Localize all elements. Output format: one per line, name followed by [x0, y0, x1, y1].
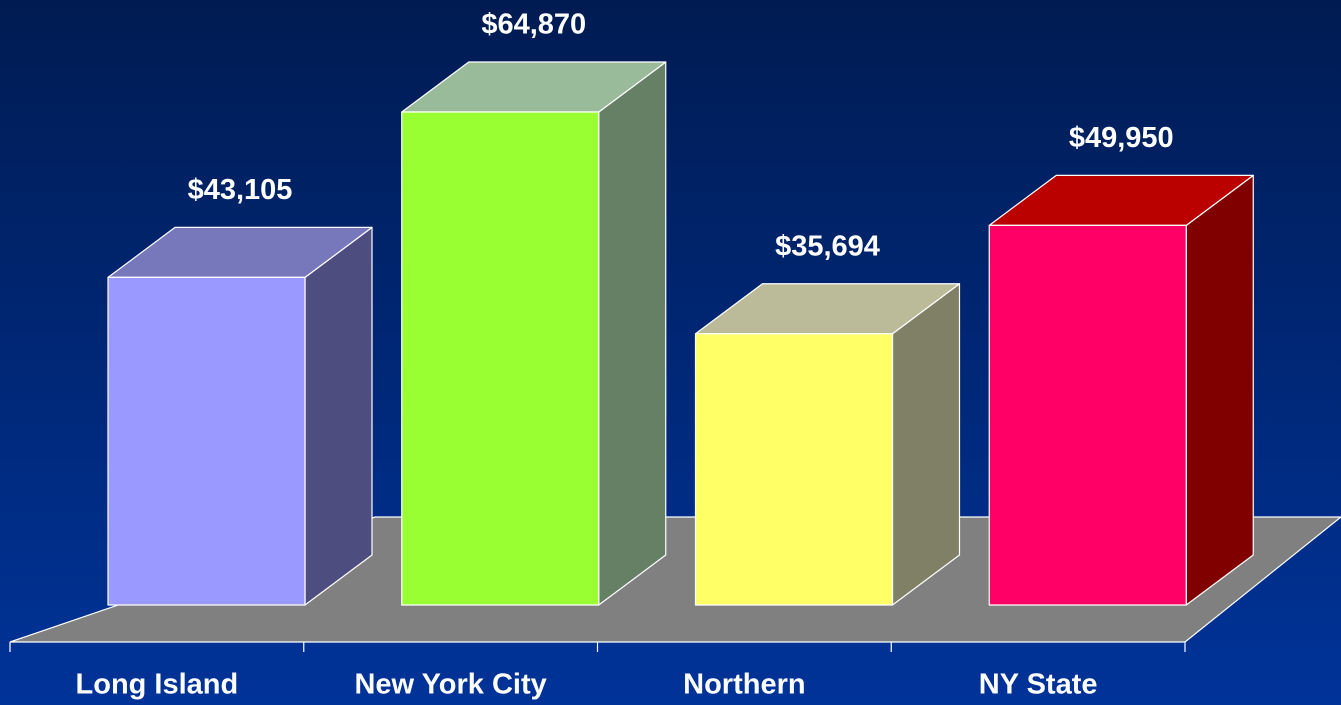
x-tick-label: New York City	[354, 669, 546, 701]
bar	[694, 333, 894, 606]
bar	[988, 224, 1187, 606]
bar-side	[1185, 174, 1254, 606]
value-label: $64,870	[481, 9, 586, 41]
value-label: $35,694	[775, 230, 880, 262]
value-label: $43,105	[188, 174, 293, 206]
bar	[401, 111, 600, 606]
bar-side	[891, 283, 961, 606]
bar-side	[304, 226, 373, 606]
x-tick-label: Long Island	[76, 669, 239, 701]
bar-side	[598, 61, 667, 606]
x-tick-label: NY State	[979, 669, 1098, 701]
x-tick-label: Northern	[683, 669, 805, 701]
bar	[107, 276, 306, 606]
value-label: $49,950	[1069, 122, 1174, 154]
